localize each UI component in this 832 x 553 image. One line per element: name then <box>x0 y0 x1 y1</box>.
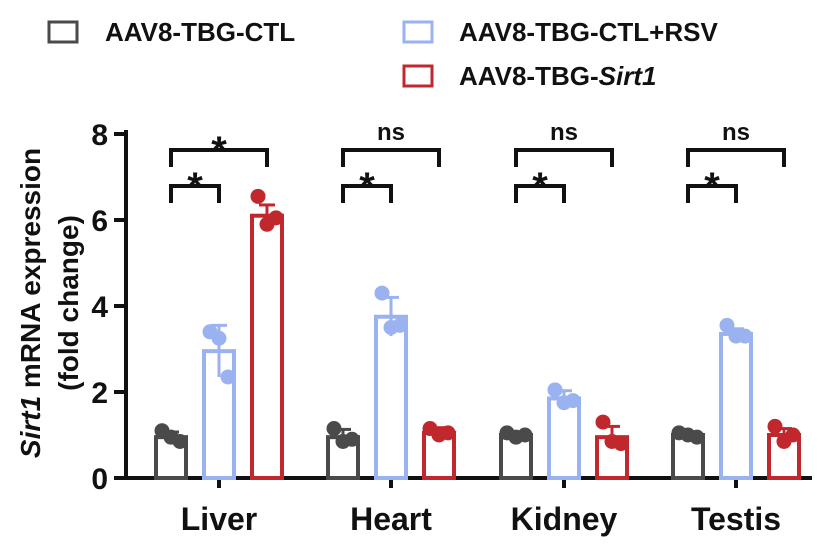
legend-swatch-ctl <box>47 20 79 44</box>
point-liver-sirt1-1 <box>250 188 266 204</box>
significance-bracket-liver-sirt1 <box>169 148 269 167</box>
point-testis-sirt1-3 <box>785 427 801 443</box>
point-heart-sirt1-3 <box>440 425 456 441</box>
significance-label-testis-rsv: * <box>704 165 720 209</box>
legend-item-sirt1: AAV8-TBG-Sirt1 <box>402 61 656 91</box>
significance-bracket-heart-sirt1 <box>341 148 441 167</box>
x-tick-label-liver: Liver <box>181 501 257 537</box>
point-liver-ctl-rsv-3 <box>220 369 236 385</box>
point-liver-sirt1-3 <box>268 210 284 226</box>
legend-label-sirt1-prefix: AAV8-TBG- <box>459 61 599 91</box>
point-kidney-ctl-3 <box>517 427 533 443</box>
significance-label-liver-sirt1: * <box>211 129 227 173</box>
legend: AAV8-TBG-CTL AAV8-TBG-CTL+RSV AAV8-TBG-S… <box>47 17 718 91</box>
significance-bracket-liver-rsv <box>169 184 221 203</box>
y-axis-title-line1: Sirt1 mRNA expression <box>15 148 46 458</box>
bar-kidney-ctl-rsv <box>547 396 581 481</box>
point-kidney-sirt1-1 <box>595 414 611 430</box>
significance-label-heart-sirt1: ns <box>377 119 405 146</box>
point-heart-ctl-rsv-3 <box>392 317 408 333</box>
significance-label-testis-sirt1: ns <box>722 119 750 146</box>
y-axis-title-line2: (fold change) <box>53 215 84 391</box>
legend-label-ctl: AAV8-TBG-CTL <box>105 17 295 47</box>
significance-bracket-testis-rsv <box>686 184 738 203</box>
significance-bracket-kidney-rsv <box>514 184 566 203</box>
significance-brackets: ***ns*ns*ns <box>169 119 786 209</box>
bar-heart-ctl-rsv <box>374 314 408 480</box>
legend-label-sirt1: AAV8-TBG-Sirt1 <box>459 61 656 91</box>
point-kidney-ctl-rsv-3 <box>565 393 581 409</box>
legend-swatch-ctl-rsv <box>402 20 434 44</box>
significance-bracket-kidney-sirt1 <box>514 148 614 167</box>
point-testis-ctl-rsv-3 <box>737 328 753 344</box>
y-axis-title-gene: Sirt1 <box>15 396 46 458</box>
x-tick-label-testis: Testis <box>691 501 781 537</box>
y-axis-title: Sirt1 mRNA expression (fold change) <box>15 148 84 458</box>
legend-label-ctl-rsv: AAV8-TBG-CTL+RSV <box>459 17 718 47</box>
point-liver-ctl-rsv-2 <box>211 330 227 346</box>
y-tick-label-0: 0 <box>91 463 108 496</box>
legend-item-ctl-rsv: AAV8-TBG-CTL+RSV <box>402 17 718 47</box>
bar-testis-ctl-rsv <box>719 331 753 481</box>
significance-label-heart-rsv: * <box>359 165 375 209</box>
significance-label-kidney-sirt1: ns <box>550 119 578 146</box>
x-tick-label-heart: Heart <box>350 501 432 537</box>
point-liver-ctl-3 <box>172 433 188 449</box>
significance-label-liver-rsv: * <box>187 165 203 209</box>
data-points <box>154 188 801 452</box>
legend-item-ctl: AAV8-TBG-CTL <box>47 17 295 47</box>
y-axis-title-rest: mRNA expression <box>15 148 46 396</box>
legend-label-sirt1-gene: Sirt1 <box>599 61 657 91</box>
point-kidney-ctl-rsv-1 <box>547 382 563 398</box>
point-testis-ctl-3 <box>689 429 705 445</box>
point-testis-ctl-rsv-1 <box>719 317 735 333</box>
point-heart-ctl-3 <box>344 431 360 447</box>
point-kidney-sirt1-3 <box>613 436 629 452</box>
point-heart-ctl-rsv-1 <box>374 285 390 301</box>
point-testis-sirt1-1 <box>767 418 783 434</box>
axes: 0 2 4 6 8 Liver Heart Kidney Testis <box>91 119 812 537</box>
significance-bracket-heart-rsv <box>341 184 393 203</box>
point-heart-ctl-1 <box>326 421 342 437</box>
significance-label-kidney-rsv: * <box>532 165 548 209</box>
y-tick-label-4: 4 <box>91 291 108 324</box>
legend-swatch-sirt1 <box>402 64 434 88</box>
y-tick-label-2: 2 <box>91 377 108 410</box>
significance-bracket-testis-sirt1 <box>686 148 786 167</box>
bar-liver-sirt1 <box>250 213 284 480</box>
y-tick-label-8: 8 <box>91 119 108 152</box>
x-tick-label-kidney: Kidney <box>511 501 618 537</box>
y-tick-label-6: 6 <box>91 205 108 238</box>
